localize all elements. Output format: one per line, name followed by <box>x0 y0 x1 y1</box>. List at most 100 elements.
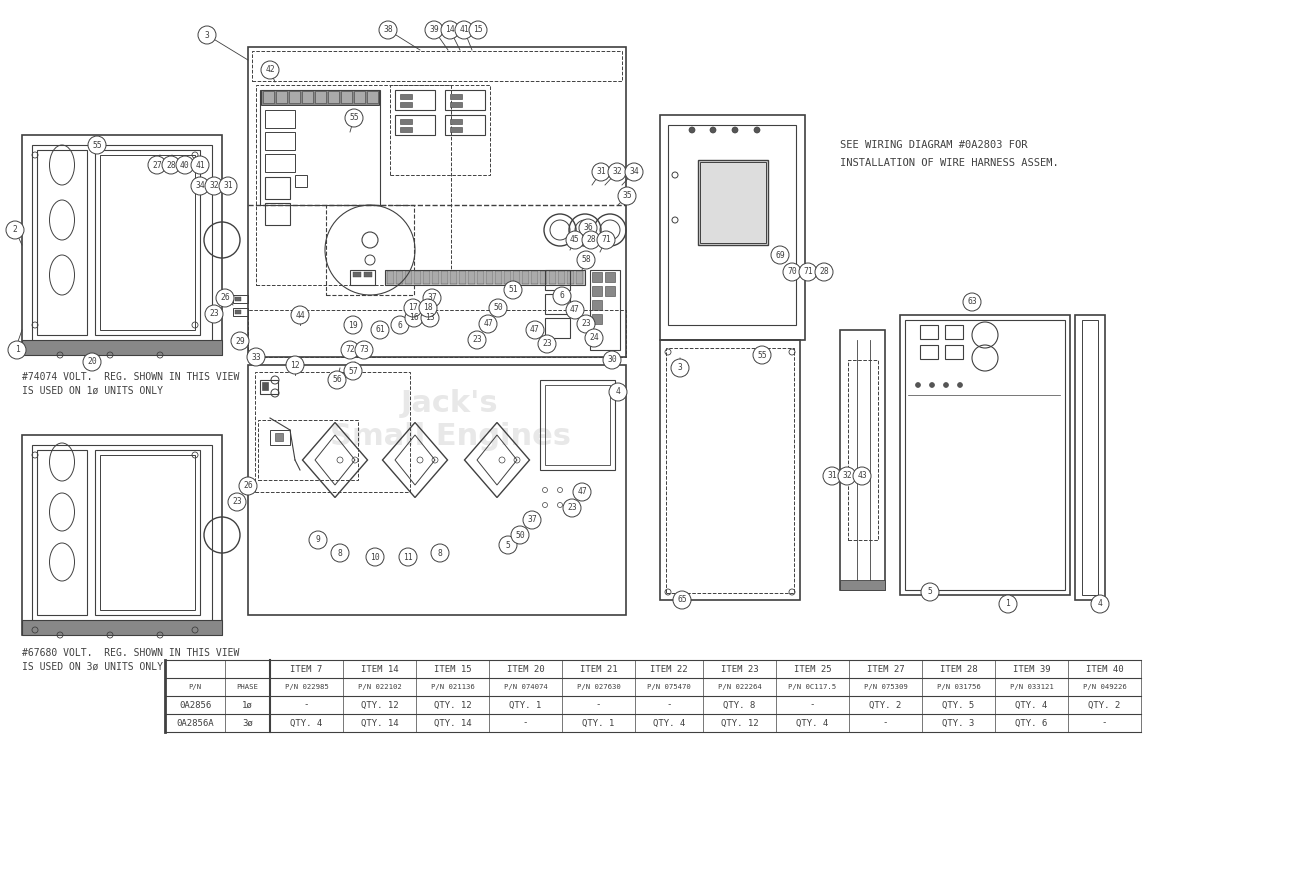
Circle shape <box>489 299 507 317</box>
Text: 73: 73 <box>359 346 369 354</box>
Circle shape <box>215 289 234 307</box>
Text: 23: 23 <box>581 320 591 328</box>
Bar <box>350 270 374 285</box>
Text: ITEM 15: ITEM 15 <box>434 664 472 673</box>
Text: -: - <box>809 700 815 710</box>
Circle shape <box>566 301 583 319</box>
Text: 19: 19 <box>348 320 357 329</box>
Circle shape <box>162 156 180 174</box>
Circle shape <box>247 348 265 366</box>
Circle shape <box>566 231 583 249</box>
Text: QTY. 1: QTY. 1 <box>582 718 615 727</box>
Text: INSTALLATION OF WIRE HARNESS ASSEM.: INSTALLATION OF WIRE HARNESS ASSEM. <box>840 158 1059 168</box>
Circle shape <box>286 356 304 374</box>
Text: 6: 6 <box>560 292 565 300</box>
Circle shape <box>344 362 361 380</box>
Bar <box>302 91 313 103</box>
Text: QTY. 1: QTY. 1 <box>510 700 541 710</box>
Circle shape <box>83 353 101 371</box>
Text: 13: 13 <box>426 313 435 322</box>
Bar <box>265 132 296 150</box>
Text: 33: 33 <box>251 353 261 361</box>
Text: 72: 72 <box>346 346 355 354</box>
Text: 32: 32 <box>842 471 851 480</box>
Bar <box>604 286 615 296</box>
Bar <box>100 155 194 330</box>
Bar <box>265 177 290 199</box>
Bar <box>449 271 457 284</box>
Bar <box>545 294 570 314</box>
Text: -: - <box>666 700 671 710</box>
Text: ITEM 40: ITEM 40 <box>1085 664 1123 673</box>
Bar <box>296 175 307 187</box>
Bar <box>276 91 286 103</box>
Text: ITEM 39: ITEM 39 <box>1013 664 1050 673</box>
Bar <box>252 51 622 81</box>
Bar <box>449 102 463 107</box>
Text: 3ø: 3ø <box>242 718 252 727</box>
Text: 40: 40 <box>180 161 191 169</box>
Bar <box>22 620 222 635</box>
Bar <box>522 271 530 284</box>
Circle shape <box>671 359 689 377</box>
Text: 69: 69 <box>775 251 784 259</box>
Bar <box>32 145 212 345</box>
Bar <box>459 271 466 284</box>
Circle shape <box>442 21 459 39</box>
Circle shape <box>853 467 871 485</box>
Bar <box>442 271 448 284</box>
Text: 61: 61 <box>374 326 385 334</box>
Text: 37: 37 <box>427 293 436 303</box>
Circle shape <box>344 316 361 334</box>
Text: 71: 71 <box>803 267 813 277</box>
Bar <box>668 125 796 325</box>
Text: QTY. 4: QTY. 4 <box>796 718 829 727</box>
Bar <box>269 430 290 445</box>
Circle shape <box>191 156 209 174</box>
Text: 5: 5 <box>506 540 510 549</box>
Text: 3: 3 <box>205 31 209 39</box>
Text: QTY. 4: QTY. 4 <box>1016 700 1047 710</box>
Text: 43: 43 <box>857 471 867 480</box>
Text: 0A2856: 0A2856 <box>179 700 212 710</box>
Text: 28: 28 <box>586 236 595 244</box>
Circle shape <box>823 467 841 485</box>
Text: 39: 39 <box>430 25 439 35</box>
Bar <box>289 91 300 103</box>
Circle shape <box>582 231 600 249</box>
Text: 1: 1 <box>14 346 20 354</box>
Circle shape <box>753 346 771 364</box>
Text: P/N 022264: P/N 022264 <box>717 684 761 690</box>
Bar <box>1081 320 1099 595</box>
Text: 51: 51 <box>509 285 518 294</box>
Bar <box>604 272 615 282</box>
Text: 11: 11 <box>403 553 413 561</box>
Bar <box>353 272 361 277</box>
Text: 44: 44 <box>296 311 305 320</box>
Bar <box>353 91 365 103</box>
Bar <box>255 372 410 492</box>
Text: 45: 45 <box>570 236 579 244</box>
Text: 23: 23 <box>233 498 242 506</box>
Circle shape <box>499 536 516 554</box>
Text: 65: 65 <box>677 595 687 604</box>
Circle shape <box>593 163 610 181</box>
Bar <box>32 445 212 625</box>
Circle shape <box>331 544 350 562</box>
Bar <box>248 365 625 615</box>
Bar <box>445 115 485 135</box>
Bar <box>593 286 602 296</box>
Text: P/N 075470: P/N 075470 <box>646 684 691 690</box>
Text: 63: 63 <box>967 298 976 306</box>
Circle shape <box>689 127 695 133</box>
Text: 18: 18 <box>423 304 432 313</box>
Text: 26: 26 <box>221 293 230 303</box>
Text: -: - <box>883 718 888 727</box>
Circle shape <box>553 287 572 305</box>
Circle shape <box>921 583 940 601</box>
Bar <box>558 271 565 284</box>
Bar <box>258 420 357 480</box>
Bar <box>399 119 413 124</box>
Circle shape <box>378 21 397 39</box>
Bar <box>700 162 766 243</box>
